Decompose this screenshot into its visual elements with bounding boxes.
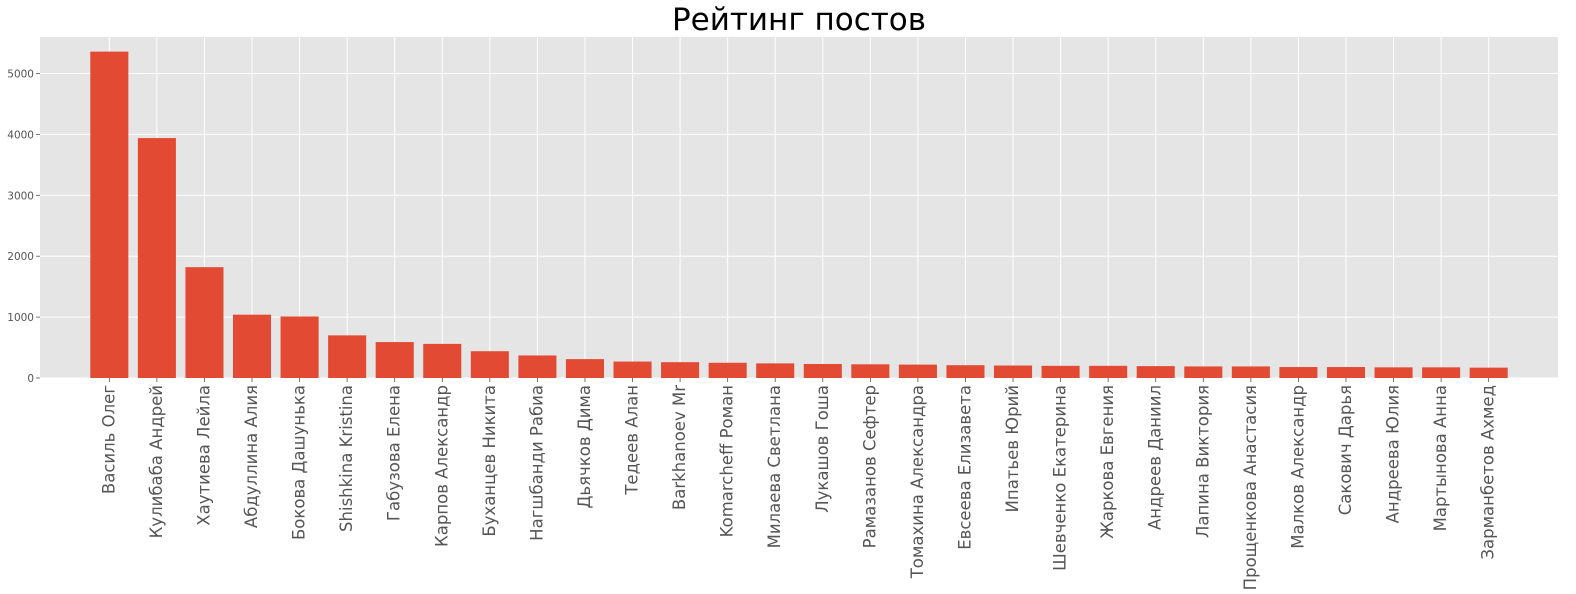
x-axis-ticks: Василь Олег Кулибаба Андрей Хаутиева Лейла… xyxy=(99,378,1498,590)
x-tick-label: Малков Александр xyxy=(1288,385,1307,549)
bar xyxy=(90,51,129,378)
bar xyxy=(185,267,224,378)
x-tick-label: Хаутиева Лейла xyxy=(194,385,213,526)
x-tick-label: Кулибаба Андрей xyxy=(147,385,166,538)
x-tick-label: Габузова Елена xyxy=(385,385,404,521)
bar xyxy=(708,362,747,378)
bar xyxy=(423,343,462,378)
y-axis-ticks: 0 1000 2000 3000 4000 5000 xyxy=(7,69,40,385)
x-tick-label: Буханцев Никита xyxy=(480,385,499,537)
y-tick-label: 4000 xyxy=(7,129,34,141)
x-tick-label: Лапина Виктория xyxy=(1193,385,1212,538)
bar xyxy=(232,314,272,378)
x-tick-label: Андреева Юлия xyxy=(1384,385,1403,523)
bar xyxy=(328,335,367,378)
y-tick-label: 0 xyxy=(27,373,34,385)
x-tick-label: Сакович Дарья xyxy=(1336,385,1355,515)
bar xyxy=(1041,365,1080,378)
x-tick-label: Андреев Даниил xyxy=(1146,385,1165,530)
bar xyxy=(1422,367,1461,378)
bar xyxy=(994,365,1033,378)
x-tick-label: Shishkina Kristina xyxy=(337,385,356,532)
bar xyxy=(565,359,604,378)
x-tick-label: Нагшбанди Рабиа xyxy=(527,385,546,541)
bar xyxy=(803,363,842,378)
x-tick-label: Шевченко Екатерина xyxy=(1051,385,1070,571)
x-tick-label: Прощенкова Анастасия xyxy=(1241,385,1260,590)
y-tick-label: 2000 xyxy=(7,251,34,263)
x-tick-label: Абдуллина Алия xyxy=(242,385,261,528)
x-tick-label: Василь Олег xyxy=(99,385,118,494)
bar xyxy=(518,355,557,378)
x-tick-label: Бокова Дашунька xyxy=(290,385,309,540)
bar xyxy=(1184,366,1223,378)
bar xyxy=(1279,367,1318,378)
bar xyxy=(1326,367,1366,378)
x-tick-label: Зарманбетов Ахмед xyxy=(1479,385,1498,560)
x-tick-label: Милаева Светлана xyxy=(765,385,784,548)
bar xyxy=(1231,366,1270,378)
x-tick-label: Дьячков Дима xyxy=(575,385,594,509)
bar xyxy=(898,364,937,378)
bar xyxy=(1136,366,1175,378)
x-tick-label: Лукашов Гоша xyxy=(813,385,832,513)
x-tick-label: Евсеева Елизавета xyxy=(955,385,974,550)
bar xyxy=(375,342,414,378)
y-tick-label: 5000 xyxy=(7,69,34,81)
x-tick-label: Рамазанов Сефтер xyxy=(860,385,879,548)
y-tick-label: 3000 xyxy=(7,190,34,202)
bar xyxy=(661,362,700,378)
bar xyxy=(851,364,890,378)
bar xyxy=(280,316,319,378)
x-tick-label: Komarcheff Роман xyxy=(718,385,737,537)
bar xyxy=(1374,367,1413,378)
bar xyxy=(137,138,176,378)
chart-title: Рейтинг постов xyxy=(672,2,926,38)
y-tick-label: 1000 xyxy=(7,312,34,324)
x-tick-label: Ипатьев Юрий xyxy=(1003,385,1022,512)
x-tick-label: Томахина Александра xyxy=(908,385,927,579)
bar xyxy=(1469,367,1508,378)
bar xyxy=(946,365,985,378)
x-tick-label: Мартынова Анна xyxy=(1431,385,1450,531)
x-tick-label: Карпов Александр xyxy=(432,385,451,547)
bar xyxy=(756,363,795,378)
x-tick-label: Barkhanoev Mr xyxy=(670,385,689,510)
bar xyxy=(613,361,652,378)
bar xyxy=(1089,365,1128,378)
x-tick-label: Жаркова Евгения xyxy=(1098,385,1117,539)
x-tick-label: Тедеев Алан xyxy=(623,385,642,496)
bars xyxy=(90,51,1508,378)
bar xyxy=(470,351,509,378)
